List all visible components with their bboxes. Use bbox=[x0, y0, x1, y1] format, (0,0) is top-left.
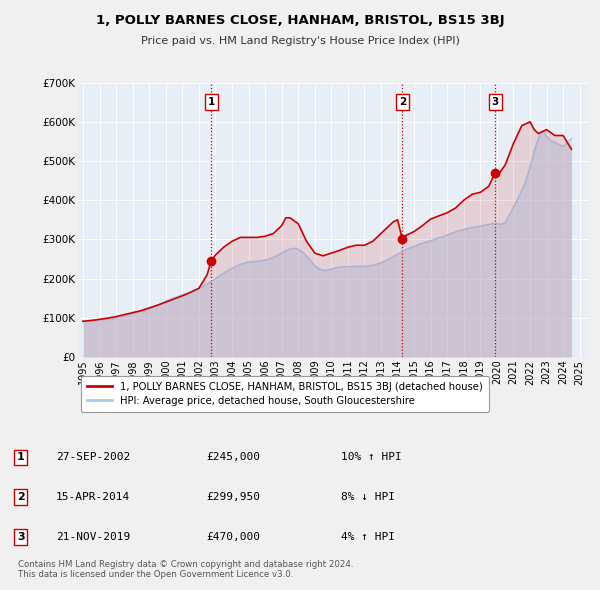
Text: 4% ↑ HPI: 4% ↑ HPI bbox=[341, 532, 395, 542]
Text: £299,950: £299,950 bbox=[206, 492, 260, 502]
Text: 10% ↑ HPI: 10% ↑ HPI bbox=[341, 453, 402, 463]
Text: 27-SEP-2002: 27-SEP-2002 bbox=[56, 453, 130, 463]
Text: 2: 2 bbox=[17, 492, 25, 502]
Legend: 1, POLLY BARNES CLOSE, HANHAM, BRISTOL, BS15 3BJ (detached house), HPI: Average : 1, POLLY BARNES CLOSE, HANHAM, BRISTOL, … bbox=[82, 376, 489, 412]
Text: 1, POLLY BARNES CLOSE, HANHAM, BRISTOL, BS15 3BJ: 1, POLLY BARNES CLOSE, HANHAM, BRISTOL, … bbox=[95, 14, 505, 27]
Text: 3: 3 bbox=[17, 532, 25, 542]
Text: 3: 3 bbox=[491, 97, 499, 107]
Text: 15-APR-2014: 15-APR-2014 bbox=[56, 492, 130, 502]
Text: £470,000: £470,000 bbox=[206, 532, 260, 542]
Text: Contains HM Land Registry data © Crown copyright and database right 2024.
This d: Contains HM Land Registry data © Crown c… bbox=[18, 560, 353, 579]
Text: Price paid vs. HM Land Registry's House Price Index (HPI): Price paid vs. HM Land Registry's House … bbox=[140, 37, 460, 46]
Text: 21-NOV-2019: 21-NOV-2019 bbox=[56, 532, 130, 542]
Text: 2: 2 bbox=[399, 97, 406, 107]
Text: 1: 1 bbox=[208, 97, 215, 107]
Text: £245,000: £245,000 bbox=[206, 453, 260, 463]
Text: 8% ↓ HPI: 8% ↓ HPI bbox=[341, 492, 395, 502]
Text: 1: 1 bbox=[17, 453, 25, 463]
